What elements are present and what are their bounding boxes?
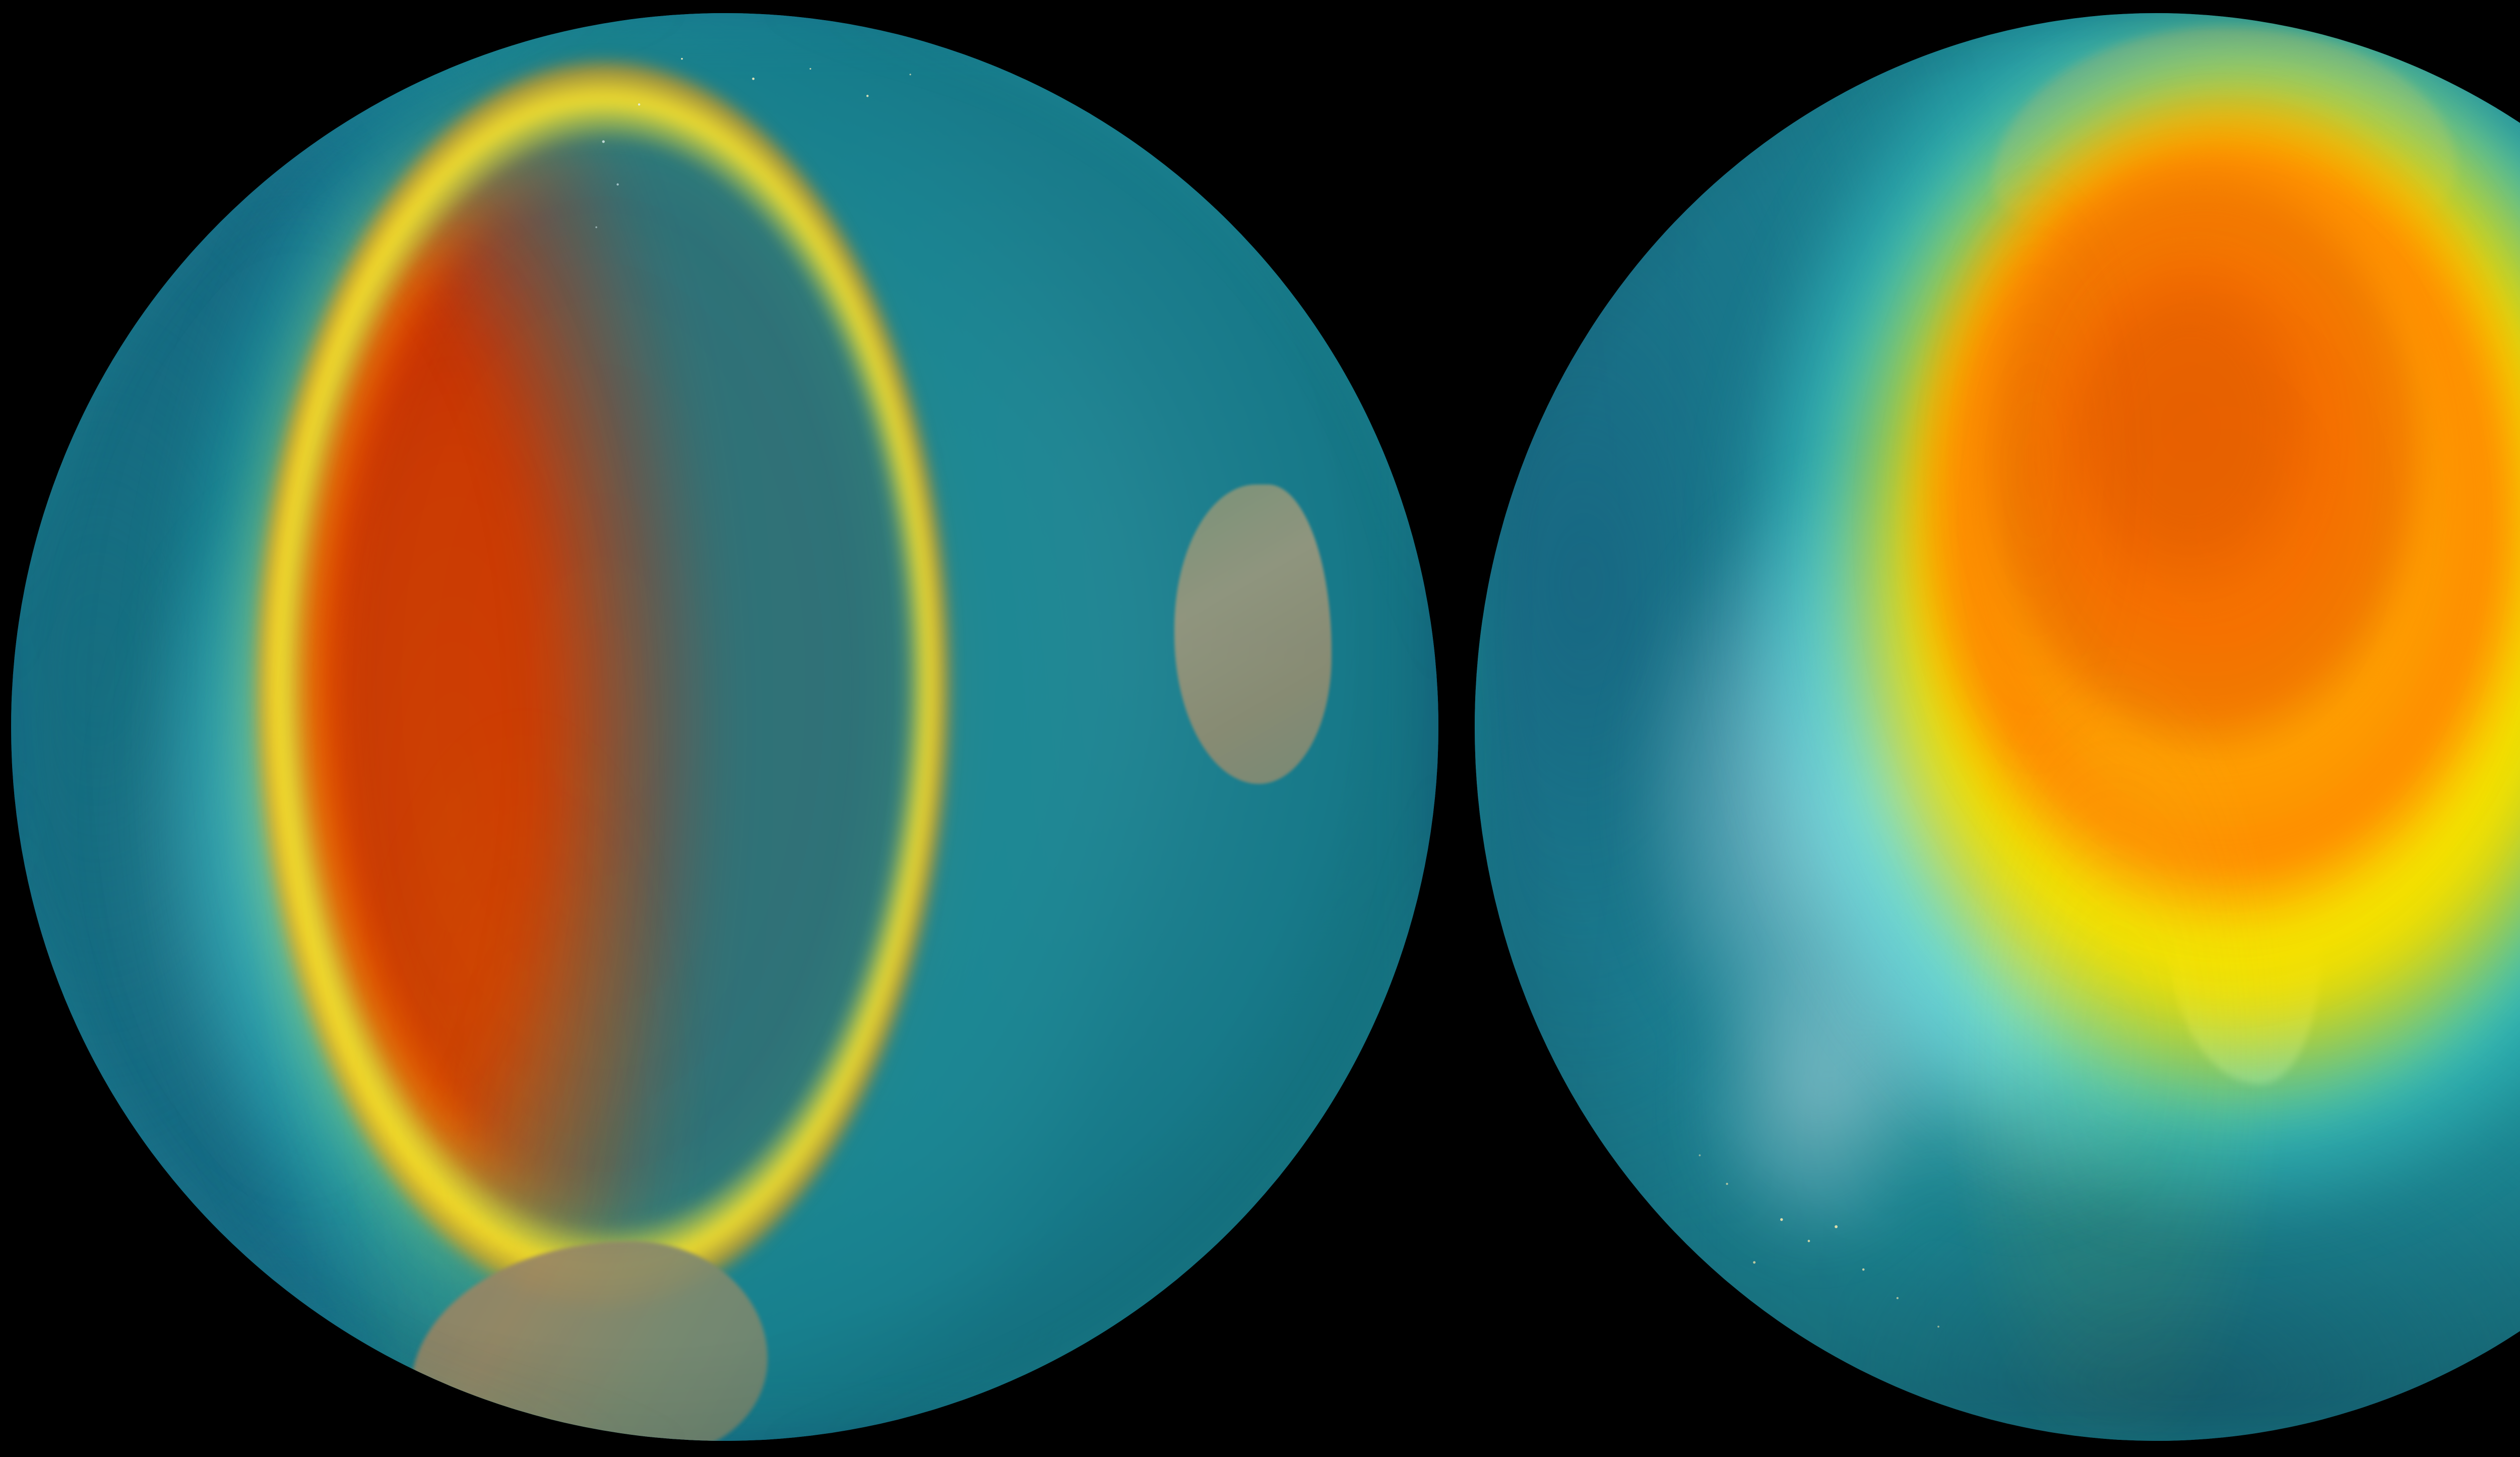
- left-globe-limb-vignette: [11, 13, 1438, 1441]
- right-globe-limb-vignette: [1475, 13, 2520, 1441]
- visualization-canvas: [0, 0, 2520, 1457]
- right-globe[interactable]: [1475, 13, 2520, 1441]
- left-globe[interactable]: [11, 13, 1438, 1441]
